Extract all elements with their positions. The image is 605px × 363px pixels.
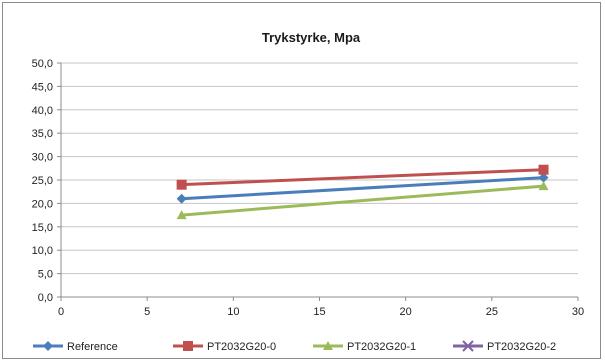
data-point [538, 164, 549, 175]
series-line [181, 184, 544, 217]
axes [57, 62, 579, 301]
y-tick-label: 15,0 [32, 222, 53, 234]
grid-lines [61, 62, 578, 275]
legend-marker [323, 341, 333, 350]
x-tick-label: 20 [400, 306, 412, 318]
series-group [176, 164, 549, 220]
data-point [176, 193, 187, 204]
y-tick-label: 40,0 [32, 105, 53, 117]
y-tick-label: 25,0 [32, 175, 53, 187]
y-tick-label: 35,0 [32, 128, 53, 140]
series-line [181, 176, 544, 201]
legend-label: Reference [67, 341, 118, 353]
legend-label: PT2032G20-0 [207, 341, 276, 353]
data-point [176, 179, 187, 190]
legend-marker [43, 341, 53, 351]
y-tick-label: 45,0 [32, 81, 53, 93]
x-tick-label: 25 [486, 306, 498, 318]
y-tick-label: 30,0 [32, 152, 53, 164]
line-chart: Trykstyrke, Mpa 0,0 5,0 10,0 15,0 20,0 25,0 30… [32, 30, 585, 353]
x-tick-label: 15 [313, 306, 325, 318]
x-tick-label: 30 [572, 306, 584, 318]
chart-frame: Trykstyrke, Mpa 0,0 5,0 10,0 15,0 20,0 25,0 30… [2, 2, 601, 359]
chart-title: Trykstyrke, Mpa [262, 30, 361, 45]
legend-item: PT2032G20-2 [453, 340, 556, 353]
legend-item: PT2032G20-1 [313, 341, 416, 353]
x-tick-label: 10 [227, 306, 239, 318]
data-point [538, 181, 549, 191]
legend-marker [462, 340, 474, 352]
series-line [181, 168, 544, 187]
legend-item: PT2032G20-0 [173, 341, 276, 353]
legend: Reference PT2032G20-0 PT2032G20-1 PT2032G20… [33, 340, 556, 353]
legend-label: PT2032G20-1 [347, 341, 416, 353]
y-tick-label: 50,0 [32, 58, 53, 70]
x-tick-label: 5 [144, 306, 150, 318]
legend-item: Reference [33, 341, 118, 353]
y-axis-ticks: 0,0 5,0 10,0 15,0 20,0 25,0 30,0 35,0 40,0 45,0 50… [32, 58, 53, 304]
x-axis-ticks: 0 5 10 15 20 25 30 [58, 306, 584, 318]
legend-marker [183, 341, 193, 351]
y-tick-label: 10,0 [32, 245, 53, 257]
data-point [538, 172, 549, 183]
data-point [176, 210, 187, 220]
y-tick-label: 5,0 [38, 269, 53, 281]
y-tick-label: 20,0 [32, 198, 53, 210]
x-tick-label: 0 [58, 306, 64, 318]
legend-label: PT2032G20-2 [487, 341, 556, 353]
y-tick-label: 0,0 [38, 292, 53, 304]
